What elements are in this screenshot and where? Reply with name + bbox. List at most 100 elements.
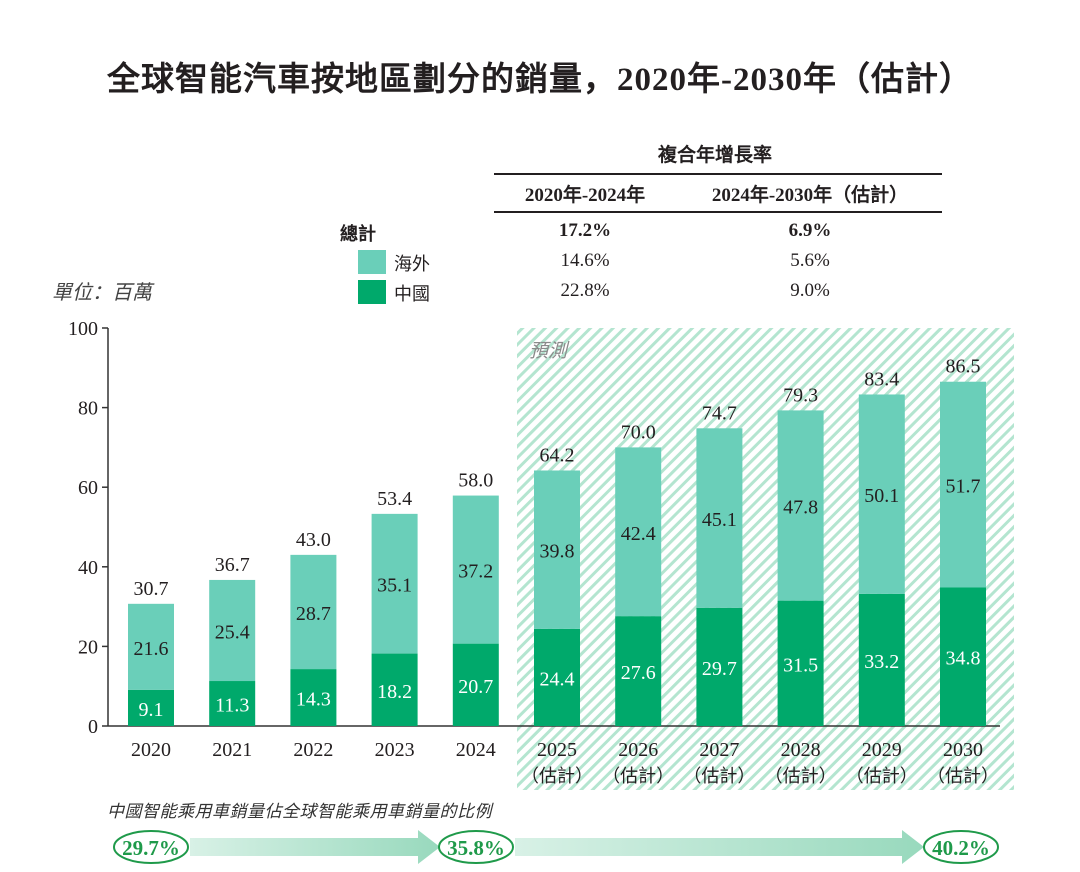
share-value-2020: 29.7% xyxy=(122,836,180,860)
bar-china-2030 xyxy=(940,587,986,726)
label-china-2023: 18.2 xyxy=(377,681,412,703)
x-tick-label-2029: 2029 xyxy=(862,739,902,761)
share-ellipse-2024 xyxy=(438,830,514,864)
label-overseas-2022: 28.7 xyxy=(296,603,331,625)
legend-swatch-china xyxy=(358,280,386,304)
bar-china-2023 xyxy=(371,653,418,726)
forecast-label: 預測 xyxy=(529,341,570,362)
label-total-2021: 36.7 xyxy=(215,554,250,576)
chart-title: 全球智能汽車按地區劃分的銷量，2020年-2030年（估計） xyxy=(107,62,973,98)
bar-overseas-2022 xyxy=(290,554,337,670)
china-share-title: 中國智能乘用車銷量佔全球智能乘用車銷量的比例 xyxy=(107,802,492,822)
y-tick-label: 20 xyxy=(78,636,98,658)
x-tick-sublabel-2027: （估計） xyxy=(683,766,755,786)
label-overseas-2026: 42.4 xyxy=(621,523,656,545)
label-overseas-2028: 47.8 xyxy=(783,497,818,519)
x-tick-label-2027: 2027 xyxy=(699,739,739,761)
label-total-2028: 79.3 xyxy=(783,384,818,406)
label-overseas-2023: 35.1 xyxy=(377,575,412,597)
x-tick-label-2021: 2021 xyxy=(212,739,252,761)
forecast-region xyxy=(517,328,1014,790)
label-overseas-2020: 21.6 xyxy=(134,638,169,660)
label-china-2030: 34.8 xyxy=(946,648,981,670)
cagr-total-1: 17.2% xyxy=(558,220,612,241)
y-tick-label: 100 xyxy=(68,318,98,340)
x-tick-sublabel-2025: （估計） xyxy=(521,766,593,786)
bar-overseas-2029 xyxy=(858,394,905,594)
label-overseas-2029: 50.1 xyxy=(864,485,899,507)
bar-china-2021 xyxy=(209,681,256,726)
bar-overseas-2023 xyxy=(371,513,418,654)
cagr-header: 複合年增長率 xyxy=(657,145,772,166)
label-china-2027: 29.7 xyxy=(702,658,737,680)
bar-china-2024 xyxy=(452,643,499,726)
legend-swatch-overseas xyxy=(358,250,386,274)
bar-china-2027 xyxy=(696,607,743,726)
bar-overseas-2026 xyxy=(615,447,662,617)
share-arrow-2 xyxy=(515,830,924,864)
x-tick-sublabel-2028: （估計） xyxy=(765,766,837,786)
label-china-2020: 9.1 xyxy=(139,699,164,721)
legend-label-overseas: 海外 xyxy=(394,254,430,275)
y-tick-label: 0 xyxy=(88,716,98,738)
share-ellipse-2020 xyxy=(113,830,189,864)
label-total-2025: 64.2 xyxy=(540,444,575,466)
bar-china-2022 xyxy=(290,669,337,726)
x-tick-sublabel-2030: （估計） xyxy=(927,766,999,786)
cagr-overseas-1: 14.6% xyxy=(560,250,610,271)
x-tick-label-2024: 2024 xyxy=(456,739,496,761)
label-total-2029: 83.4 xyxy=(864,368,899,390)
x-tick-label-2023: 2023 xyxy=(375,739,415,761)
label-overseas-2025: 39.8 xyxy=(540,541,575,563)
share-arrow-1 xyxy=(190,830,440,864)
table-rule-top xyxy=(494,173,942,175)
x-tick-sublabel-2029: （估計） xyxy=(846,766,918,786)
share-ellipse-2030 xyxy=(923,830,999,864)
bar-china-2028 xyxy=(777,600,824,726)
cagr-overseas-2: 5.6% xyxy=(790,250,830,271)
label-overseas-2024: 37.2 xyxy=(458,561,493,583)
unit-label: 單位：百萬 xyxy=(52,282,152,304)
x-tick-label-2026: 2026 xyxy=(618,739,658,761)
share-value-2024: 35.8% xyxy=(447,836,505,860)
label-china-2024: 20.7 xyxy=(458,676,493,698)
bar-china-2026 xyxy=(615,616,662,726)
label-china-2021: 11.3 xyxy=(215,695,249,717)
bar-overseas-2020 xyxy=(128,603,174,690)
x-tick-label-2025: 2025 xyxy=(537,739,577,761)
label-total-2030: 86.5 xyxy=(946,356,981,378)
bar-overseas-2030 xyxy=(940,381,986,588)
cagr-total-2: 6.9% xyxy=(788,220,832,241)
bar-china-2020 xyxy=(128,689,174,726)
row-label-total: 總計 xyxy=(340,224,376,245)
label-overseas-2030: 51.7 xyxy=(946,476,981,498)
label-china-2022: 14.3 xyxy=(296,689,331,711)
y-tick-label: 40 xyxy=(78,557,98,579)
label-china-2026: 27.6 xyxy=(621,662,656,684)
label-total-2027: 74.7 xyxy=(702,402,737,424)
label-total-2026: 70.0 xyxy=(621,421,656,443)
label-overseas-2027: 45.1 xyxy=(702,509,737,531)
label-china-2028: 31.5 xyxy=(783,654,818,676)
x-tick-sublabel-2026: （估計） xyxy=(602,766,674,786)
table-rule-bottom xyxy=(494,211,942,213)
label-total-2023: 53.4 xyxy=(377,488,412,510)
label-total-2022: 43.0 xyxy=(296,529,331,551)
x-tick-label-2030: 2030 xyxy=(943,739,983,761)
x-tick-label-2028: 2028 xyxy=(781,739,821,761)
legend-label-china: 中國 xyxy=(394,284,430,305)
x-tick-label-2022: 2022 xyxy=(293,739,333,761)
label-overseas-2021: 25.4 xyxy=(215,621,250,643)
label-china-2025: 24.4 xyxy=(540,668,575,690)
label-china-2029: 33.2 xyxy=(864,651,899,673)
bar-overseas-2025 xyxy=(534,470,580,629)
cagr-china-1: 22.8% xyxy=(560,280,610,301)
x-tick-label-2020: 2020 xyxy=(131,739,171,761)
bar-china-2025 xyxy=(534,628,580,726)
cagr-col-1: 2020年-2024年 xyxy=(524,185,646,206)
y-tick-label: 60 xyxy=(78,477,98,499)
cagr-china-2: 9.0% xyxy=(790,280,830,301)
bar-overseas-2028 xyxy=(777,410,824,601)
bar-overseas-2021 xyxy=(209,579,256,682)
